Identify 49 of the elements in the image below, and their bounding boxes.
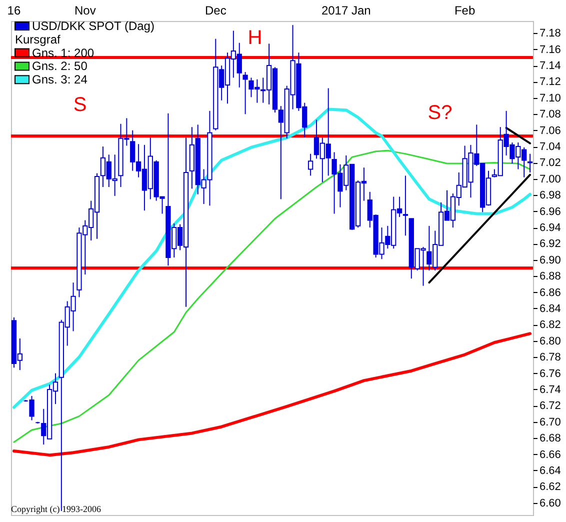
candlestick (402, 175, 408, 236)
y-tick-label: 6.80 (540, 335, 561, 348)
y-tick-label: 6.76 (540, 368, 561, 380)
line-series (13, 150, 531, 443)
x-tick-label: Dec (204, 4, 226, 18)
y-tick-label: 6.96 (540, 206, 561, 218)
y-tick-label: 6.64 (540, 464, 561, 477)
y-tick-label: 6.72 (540, 400, 561, 412)
annotation: H (248, 27, 262, 49)
candlestick (308, 153, 314, 176)
y-tick-label: 6.82 (540, 319, 561, 332)
y-tick-label: 6.62 (540, 481, 561, 494)
y-tick-label: 7.02 (540, 157, 561, 170)
candlestick (242, 72, 248, 115)
y-tick-label: 6.78 (540, 352, 561, 364)
y-tick-label: 7.12 (540, 76, 561, 88)
x-tick-label: Feb (454, 4, 476, 18)
annotation: S? (428, 102, 452, 124)
y-tick-label: 6.74 (540, 384, 561, 396)
y-tick-label: 7.18 (540, 28, 561, 40)
y-tick-label: 6.84 (540, 302, 561, 315)
y-tick-label: 6.86 (540, 286, 561, 299)
y-tick-label: 6.98 (540, 190, 561, 202)
x-tick-label: Nov (74, 4, 96, 18)
line-series (12, 332, 532, 457)
candlestick (527, 153, 533, 173)
y-tick-label: 6.92 (540, 238, 561, 250)
x-tick-label: 2017 Jan (321, 4, 371, 18)
annotation: Copyright (c) 1993-2006 (11, 504, 102, 514)
y-tick-label: 7.16 (540, 44, 561, 56)
y-tick-label: 6.60 (540, 497, 561, 510)
legend-label: USD/DKK SPOT (Dag) (32, 19, 154, 33)
y-tick-label: 7.00 (540, 173, 561, 186)
y-tick-label: 7.08 (540, 108, 561, 121)
legend-label: Gns. 2: 50 (32, 59, 88, 74)
y-tick-label: 6.68 (540, 432, 561, 445)
legend-label: Gns. 3: 24 (32, 72, 88, 87)
y-tick-label: 6.70 (540, 416, 561, 428)
y-tick-label: 6.90 (540, 254, 561, 266)
legend-title: Kursgraf (15, 32, 62, 46)
annotation: S (73, 94, 87, 116)
y-tick-label: 7.04 (540, 141, 561, 154)
y-tick-label: 6.66 (540, 448, 561, 461)
y-tick-label: 6.88 (540, 270, 561, 283)
y-tick-label: 7.14 (540, 60, 561, 72)
y-tick-label: 6.94 (540, 222, 561, 234)
x-tick-label: 16 (7, 4, 21, 18)
y-tick-label: 7.06 (540, 124, 561, 137)
y-tick-label: 7.10 (540, 92, 561, 104)
